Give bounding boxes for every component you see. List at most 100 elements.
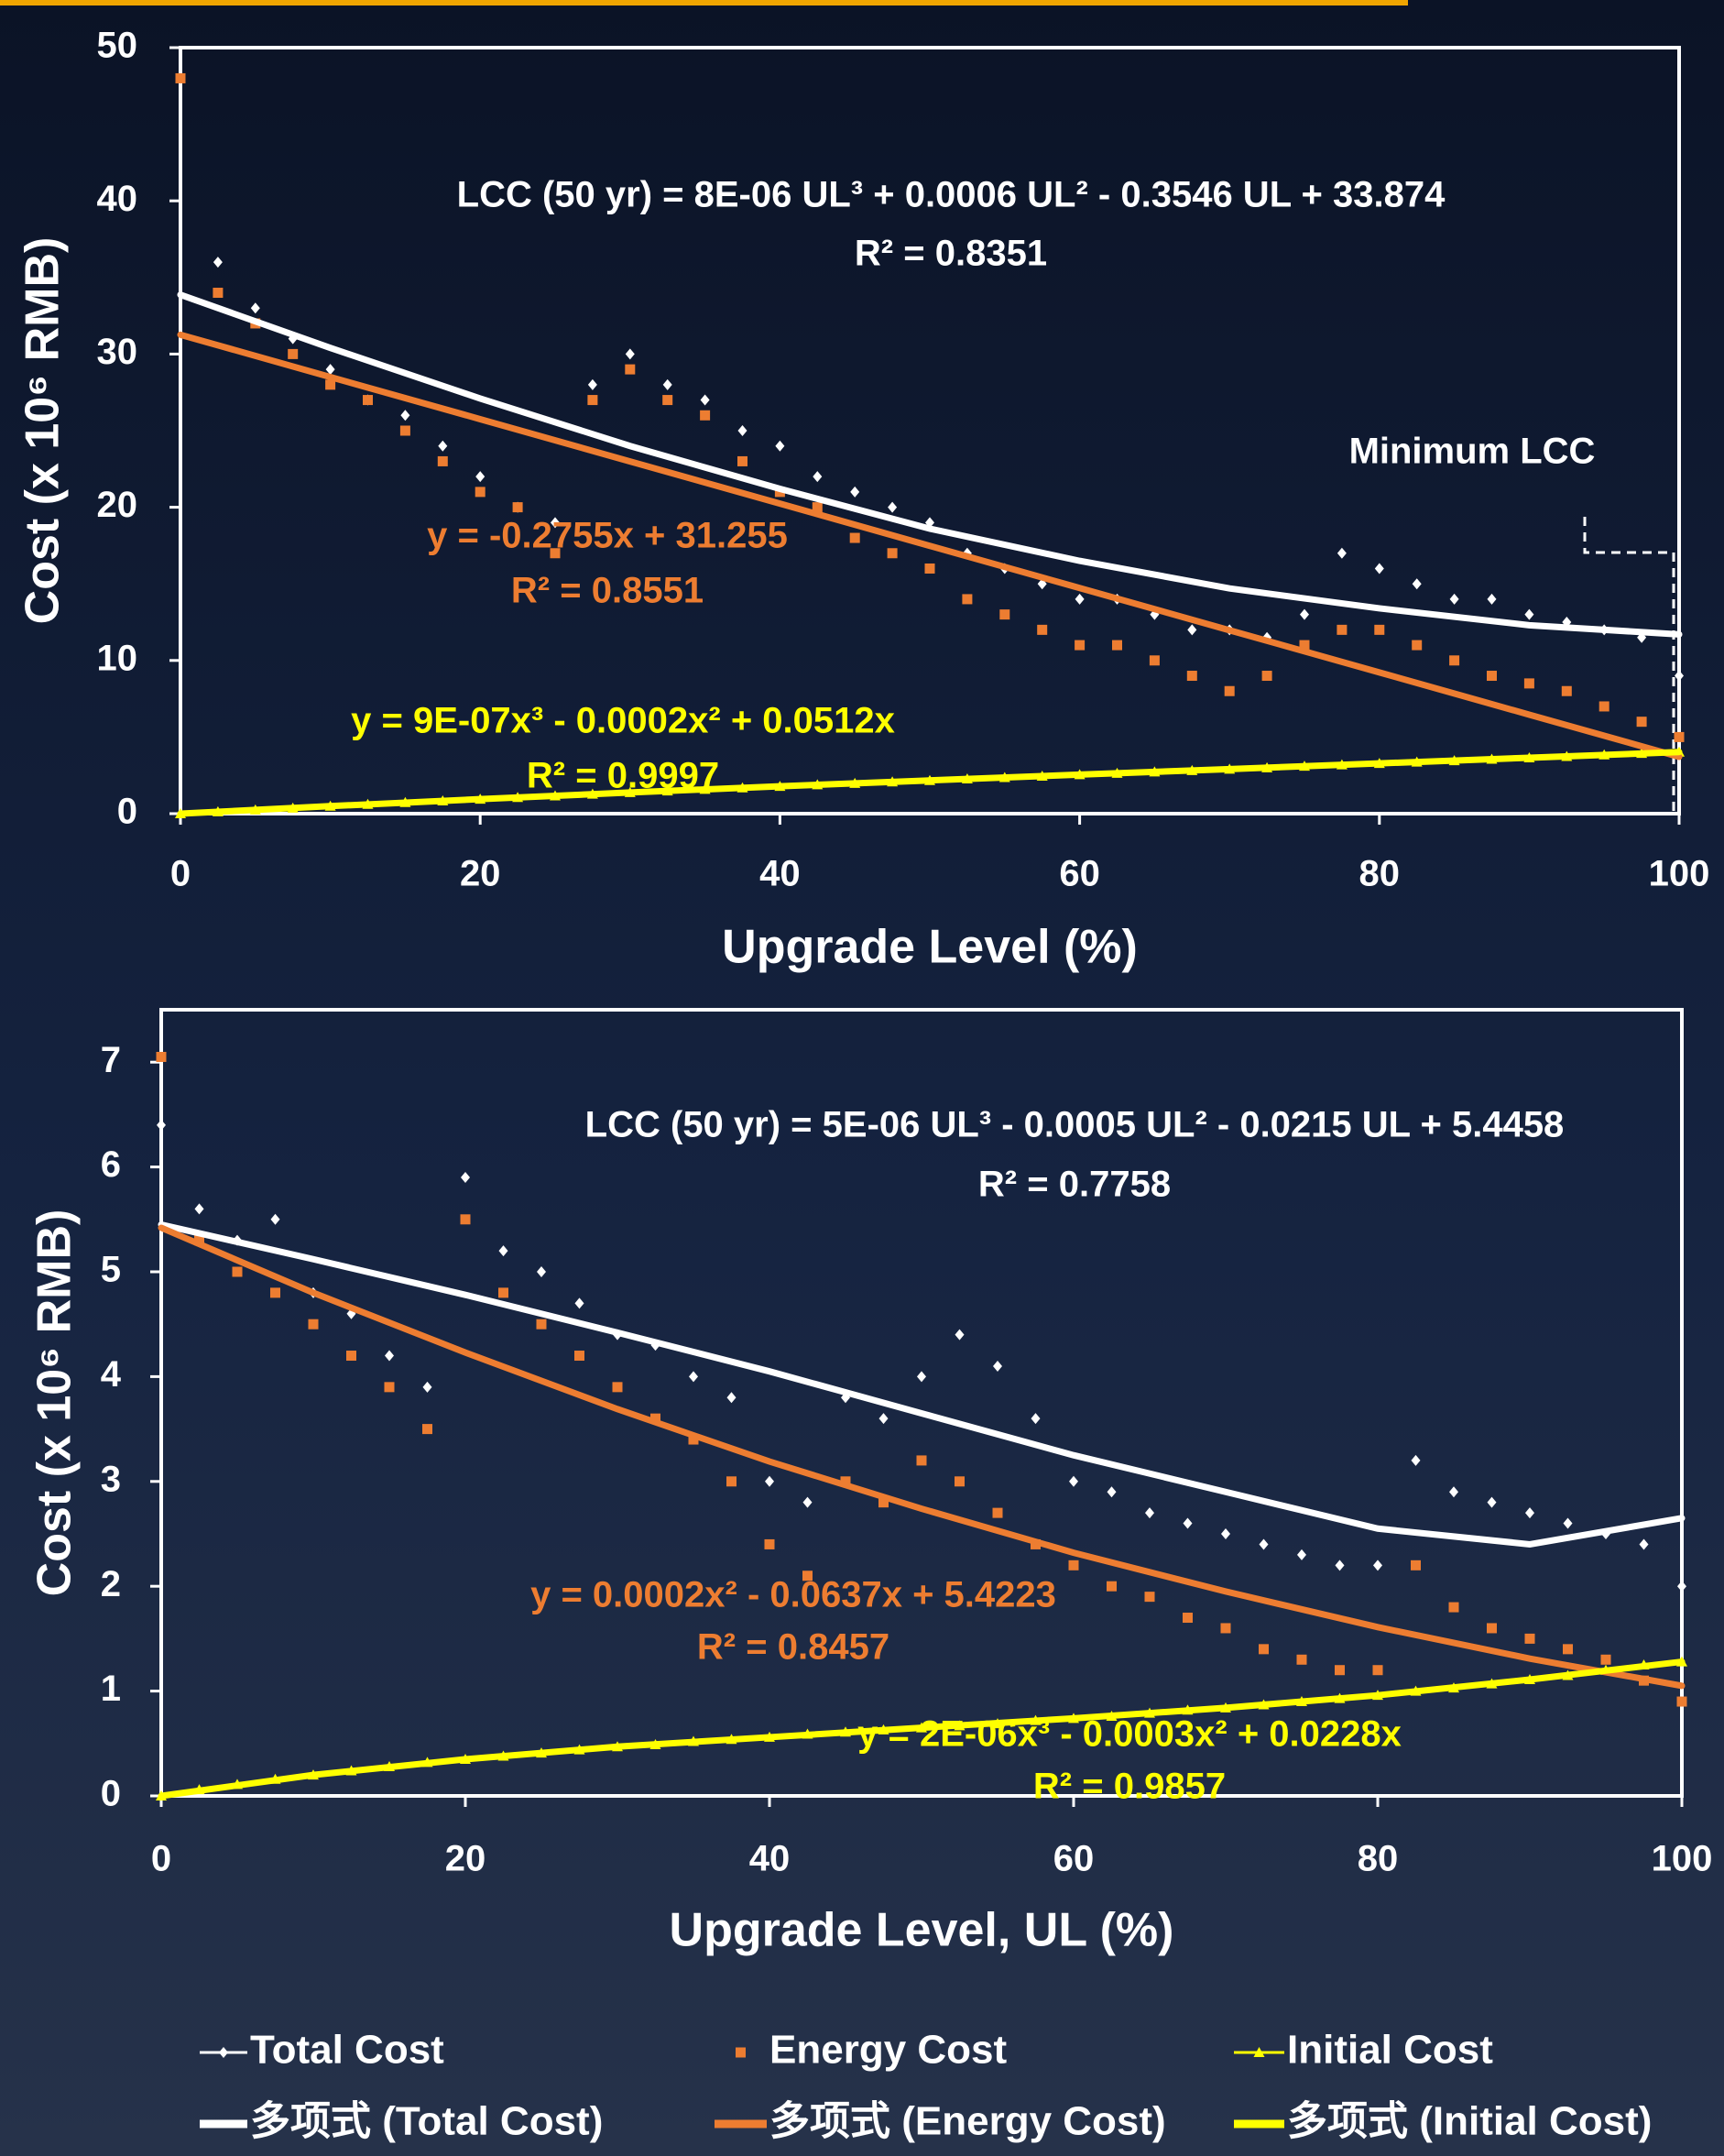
total-point [700, 394, 710, 406]
total-point [1259, 1538, 1269, 1550]
trendline [158, 1224, 1686, 1690]
total-point [1069, 1475, 1078, 1487]
energy-point [574, 1351, 584, 1362]
energy-point [1600, 1654, 1611, 1665]
total-point [1183, 1517, 1193, 1529]
total-point [438, 440, 448, 452]
total-point [726, 1392, 737, 1404]
total-point [775, 440, 785, 452]
energy-point [625, 364, 636, 375]
energy-point [213, 288, 224, 299]
total-point [498, 1245, 508, 1257]
energy-point [1068, 1560, 1079, 1570]
total-point [813, 471, 823, 483]
energy-point [1636, 717, 1647, 728]
y-axis-label: Cost (x 10⁶ RMB) [16, 237, 70, 625]
x-axis-label: Upgrade Level (%) [722, 921, 1138, 974]
energy-point [1487, 1623, 1497, 1634]
x-axis-label: Upgrade Level, UL (%) [670, 1904, 1174, 1957]
annotation: Minimum LCC [1349, 432, 1596, 472]
energy-point [924, 563, 935, 574]
energy-point [1524, 1633, 1535, 1644]
energy-point [1186, 671, 1197, 682]
energy-point [764, 1538, 775, 1549]
energy-point [1561, 685, 1572, 696]
energy-point [849, 532, 860, 543]
energy-point [1676, 1696, 1687, 1707]
energy-point [812, 502, 823, 513]
annotation: R² = 0.8457 [697, 1627, 889, 1668]
energy-point [587, 395, 598, 406]
energy-point [999, 609, 1010, 620]
x-tick-label: 100 [1652, 1839, 1713, 1879]
energy-point [962, 594, 973, 605]
total-point [537, 1266, 546, 1277]
energy-point [308, 1319, 319, 1330]
total-point [1677, 1581, 1686, 1592]
total-point [625, 348, 635, 360]
energy-point [1487, 671, 1497, 682]
y-tick-label: 2 [101, 1564, 121, 1604]
energy-point [536, 1319, 547, 1330]
annotation: R² = 0.9857 [1033, 1767, 1226, 1807]
energy-point [955, 1476, 965, 1487]
total-point [1297, 1549, 1306, 1560]
total-point [1145, 1507, 1154, 1519]
annotation: R² = 0.7758 [978, 1165, 1171, 1205]
legend-label: 多项式 (Energy Cost) [769, 2099, 1166, 2144]
energy-point [1037, 624, 1048, 635]
total-point [1374, 563, 1384, 575]
total-point [475, 471, 486, 483]
y-tick-label: 30 [97, 332, 138, 372]
total-point [1449, 1486, 1458, 1498]
total-point [1031, 1413, 1041, 1425]
y-tick-label: 0 [101, 1774, 121, 1814]
energy-point [1075, 640, 1086, 651]
total-point [1411, 1454, 1421, 1466]
total-point [850, 486, 860, 498]
energy-point [1412, 640, 1423, 651]
trendline [177, 331, 1683, 761]
total-point [917, 1371, 926, 1383]
total-point [270, 1213, 280, 1225]
energy-point [878, 1497, 889, 1508]
energy-point [1183, 1613, 1193, 1624]
energy-point [1599, 701, 1609, 712]
energy-point [1563, 1644, 1573, 1655]
annotation: y = 9E-07x³ - 0.0002x² + 0.0512x [351, 701, 895, 741]
energy-point [437, 455, 448, 466]
total-point [1335, 1560, 1345, 1571]
y-tick-label: 5 [101, 1250, 121, 1290]
legend-label: 多项式 (Initial Cost) [1287, 2099, 1652, 2144]
energy-point [1261, 671, 1272, 682]
total-point [250, 302, 260, 314]
energy-point [662, 395, 673, 406]
x-tick-label: 20 [445, 1839, 486, 1879]
energy-point [384, 1382, 395, 1393]
total-point [1449, 593, 1459, 605]
total-point [1563, 1517, 1573, 1529]
total-point [1487, 1496, 1497, 1508]
total-point [888, 501, 898, 513]
trendline [177, 291, 1683, 638]
annotation: R² = 0.8551 [511, 571, 704, 611]
energy-point [1299, 640, 1310, 651]
annotation: LCC (50 yr) = 8E-06 UL³ + 0.0006 UL² - 0… [457, 175, 1446, 215]
total-point [213, 257, 223, 268]
energy-point [700, 410, 711, 421]
total-point [400, 410, 410, 421]
total-point [1525, 1507, 1534, 1519]
total-point [574, 1297, 584, 1309]
y-tick-label: 40 [97, 179, 138, 219]
energy-point [460, 1214, 471, 1225]
energy-point [916, 1455, 927, 1466]
x-tick-label: 40 [759, 854, 801, 894]
total-point [993, 1360, 1002, 1372]
plot-area [159, 1008, 1684, 1798]
x-tick-label: 0 [170, 854, 191, 894]
energy-point [399, 425, 410, 436]
total-point [1075, 593, 1085, 605]
energy-point [1144, 1592, 1155, 1603]
total-point [1337, 547, 1347, 559]
